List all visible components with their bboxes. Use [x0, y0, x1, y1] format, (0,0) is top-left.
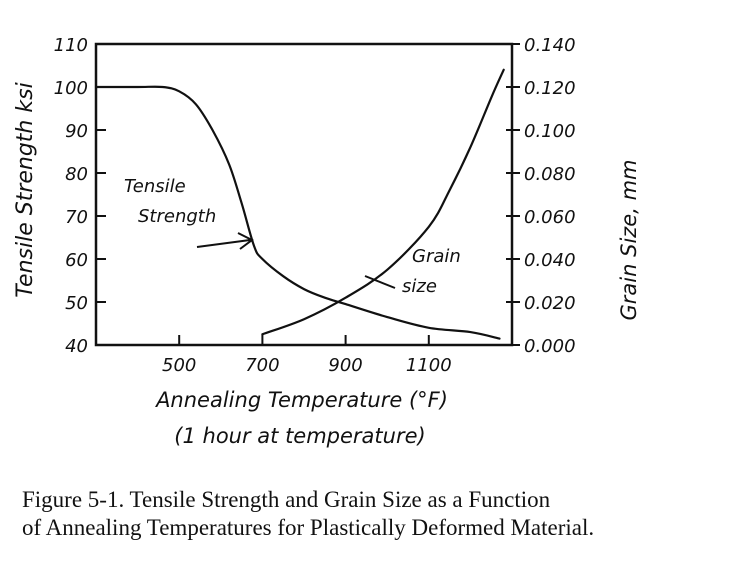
tensile-strength-annotation-line2: Strength	[138, 206, 216, 227]
plot-frame	[94, 42, 514, 347]
right-tick-label: 0.040	[524, 250, 576, 271]
right-tick-label: 0.140	[524, 35, 576, 56]
x-axis-label-line2: (1 hour at temperature)	[174, 424, 425, 448]
left-tick-label: 80	[65, 164, 88, 185]
right-tick-label: 0.020	[524, 293, 576, 314]
series-line-tensile-strength	[94, 85, 501, 340]
right-tick-label: 0.120	[524, 78, 576, 99]
y-right-axis-label: Grain Size, mm	[617, 160, 641, 321]
x-tick-label: 500	[162, 355, 196, 376]
series-lines	[94, 68, 505, 340]
x-axis-label-line1: Annealing Temperature (°F)	[154, 388, 448, 412]
left-tick-label: 60	[65, 250, 88, 271]
right-tick-label: 0.000	[524, 336, 576, 357]
tensile-strength-annotation-line1: Tensile	[124, 176, 186, 197]
x-axis-ticks: 500 700 900 1100	[162, 335, 452, 376]
x-tick-label: 700	[245, 355, 279, 376]
x-tick-label: 900	[328, 355, 362, 376]
right-tick-label: 0.100	[524, 121, 576, 142]
left-tick-label: 100	[54, 78, 88, 99]
grain-size-annotation-line1: Grain	[412, 246, 461, 267]
left-axis-ticks: 40 50 60 70 80 90 100 110	[54, 35, 106, 357]
right-tick-label: 0.060	[524, 207, 576, 228]
caption-line-1: Figure 5-1. Tensile Strength and Grain S…	[22, 487, 551, 512]
x-tick-label: 1100	[406, 355, 452, 376]
figure-caption: Figure 5-1. Tensile Strength and Grain S…	[22, 486, 737, 542]
grain-size-pointer	[364, 275, 396, 289]
tensile-strength-pointer	[196, 232, 254, 250]
left-tick-label: 40	[65, 336, 88, 357]
grain-size-annotation-line2: size	[402, 276, 437, 297]
right-tick-label: 0.080	[524, 164, 576, 185]
right-axis-ticks: 0.000 0.020 0.040 0.060 0.080 0.100 0.120 0.140	[506, 35, 576, 357]
left-tick-label: 110	[54, 35, 88, 56]
series-line-grain-size	[261, 68, 505, 336]
caption-line-2: of Annealing Temperatures for Plasticall…	[22, 515, 595, 540]
left-tick-label: 50	[65, 293, 88, 314]
y-left-axis-label: Tensile Strength ksi	[13, 82, 38, 297]
left-tick-label: 70	[65, 207, 88, 228]
left-tick-label: 90	[65, 121, 88, 142]
